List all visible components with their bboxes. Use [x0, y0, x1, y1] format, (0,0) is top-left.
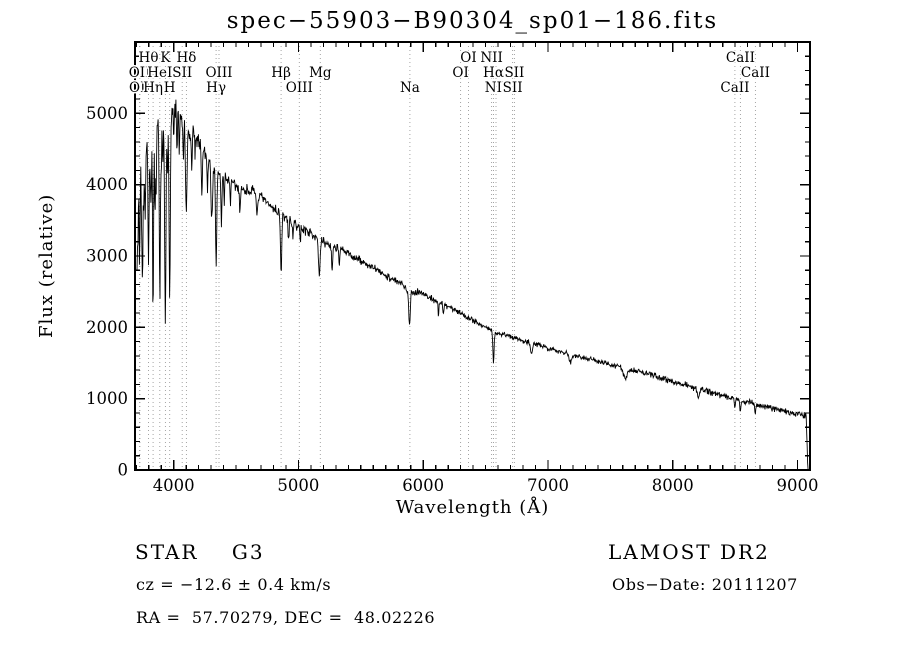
- object-class-text: STAR G3: [135, 540, 265, 564]
- spectral-line-label: OI: [460, 50, 476, 66]
- spectral-line-label: CaII: [741, 65, 770, 81]
- y-axis-label: Flux (relative): [36, 193, 57, 338]
- axes-frame: [134, 41, 811, 471]
- spectral-line-label: Hα: [483, 65, 504, 81]
- spectral-line-label: CaII: [726, 50, 755, 66]
- x-tick-label: 6000: [402, 476, 444, 495]
- spectral-line-label: Hβ: [271, 65, 291, 81]
- spectrum-trace: [136, 99, 809, 470]
- y-tick-label: 4000: [86, 175, 128, 194]
- spectral-line-label: Na: [400, 80, 420, 96]
- y-tick-label: 5000: [86, 104, 128, 123]
- x-tick-label: 4000: [153, 476, 195, 495]
- spectral-line-label: Hδ: [176, 50, 196, 66]
- y-tick-label: 1000: [86, 389, 128, 408]
- spectral-line-label: OIII: [286, 80, 313, 96]
- spectral-line-label: OII: [129, 65, 151, 81]
- x-tick-label: 8000: [652, 476, 694, 495]
- spectral-line-label: OII: [129, 80, 151, 96]
- spectral-line-label: NII: [480, 50, 502, 66]
- spectral-line-label: K: [160, 50, 171, 66]
- plot-frame: [134, 41, 811, 471]
- x-tick-label: 5000: [277, 476, 319, 495]
- spectral-line-label: H: [164, 80, 176, 96]
- spectral-line-label: CaII: [720, 80, 749, 96]
- spectral-line-label: Mg: [309, 65, 332, 81]
- spectral-line-label: HeI: [147, 65, 172, 81]
- x-tick-label: 7000: [527, 476, 569, 495]
- spectral-line-label: OI: [452, 65, 468, 81]
- ra-dec-text: RA = 57.70279, DEC = 48.02226: [136, 608, 436, 627]
- spectral-line-label: SII: [503, 80, 523, 96]
- survey-name-text: LAMOST DR2: [608, 540, 770, 564]
- x-tick-label: 9000: [777, 476, 819, 495]
- cz-velocity-text: cz = −12.6 ± 0.4 km/s: [136, 575, 332, 594]
- spectral-line-label: NII: [485, 80, 507, 96]
- spectral-line-label: Hθ: [139, 50, 159, 66]
- spectral-line-label: OIII: [205, 65, 232, 81]
- tick-labels: 4000 5000 6000 7000 8000 9000 0 1000 2000 3000 400…: [86, 104, 819, 495]
- spectral-line-label: Hη: [143, 80, 163, 96]
- spectral-line-label: Hγ: [206, 80, 226, 96]
- spectral-line-label: SII: [172, 65, 192, 81]
- y-tick-label: 2000: [86, 318, 128, 337]
- y-tick-label: 0: [118, 461, 129, 480]
- y-tick-label: 3000: [86, 247, 128, 266]
- spectral-line-label: SII: [504, 65, 524, 81]
- spectral-line-markers: [139, 42, 756, 470]
- obs-date-text: Obs−Date: 20111207: [612, 575, 798, 594]
- figure-title: spec−55903−B90304_sp01−186.fits: [226, 8, 719, 34]
- x-axis-label: Wavelength (Å): [395, 497, 550, 518]
